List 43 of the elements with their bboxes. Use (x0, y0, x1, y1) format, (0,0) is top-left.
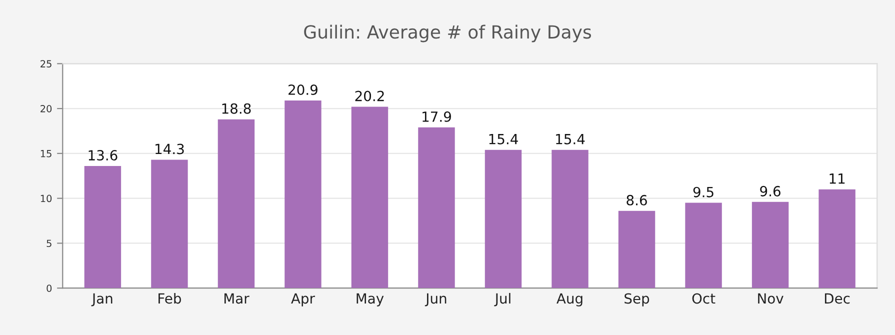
bar (351, 106, 388, 288)
x-tick-label: Nov (758, 293, 784, 304)
data-label: 14.3 (156, 144, 184, 154)
x-tick-label: Sep (624, 293, 650, 306)
bar (284, 100, 322, 288)
y-tick-label: 5 (46, 240, 52, 248)
y-tick-label: 0 (46, 284, 52, 292)
data-label: 18.8 (222, 103, 251, 114)
data-label: 20.9 (288, 84, 318, 95)
data-label: 20.2 (355, 90, 384, 102)
bar (618, 210, 656, 288)
bar (218, 119, 255, 288)
data-label: 11 (830, 174, 845, 184)
y-tick-label: 15 (40, 150, 52, 158)
x-tick-label: Jun (424, 293, 446, 306)
data-label: 17.9 (422, 111, 451, 122)
data-label: 9.5 (693, 186, 714, 198)
bar (484, 150, 522, 288)
x-tick-label: May (356, 293, 384, 306)
data-label: 13.6 (88, 150, 118, 161)
bar (685, 202, 722, 288)
bar (151, 160, 188, 288)
x-tick-label: Aug (556, 293, 582, 306)
x-tick-label: Feb (158, 292, 181, 304)
data-label: 9.6 (760, 186, 780, 196)
chart-title: Guilin: Average # of Rainy Days (304, 24, 592, 42)
bar (418, 127, 455, 288)
x-tick-label: Apr (291, 293, 315, 306)
bar (752, 202, 789, 288)
x-tick-label: Dec (824, 293, 850, 304)
bar (552, 150, 588, 288)
data-label: 15.4 (556, 134, 585, 144)
data-label: 8.6 (626, 194, 647, 206)
x-tick-label: Jan (91, 293, 112, 306)
x-tick-label: Mar (224, 293, 250, 304)
x-tick-label: Jul (494, 292, 510, 306)
data-label: 15.4 (489, 134, 518, 144)
bar (818, 189, 856, 288)
x-tick-label: Oct (692, 293, 716, 304)
y-tick-label: 25 (40, 60, 52, 68)
y-tick-label: 10 (40, 194, 52, 202)
bar (84, 166, 122, 288)
y-tick-label: 20 (40, 105, 52, 112)
